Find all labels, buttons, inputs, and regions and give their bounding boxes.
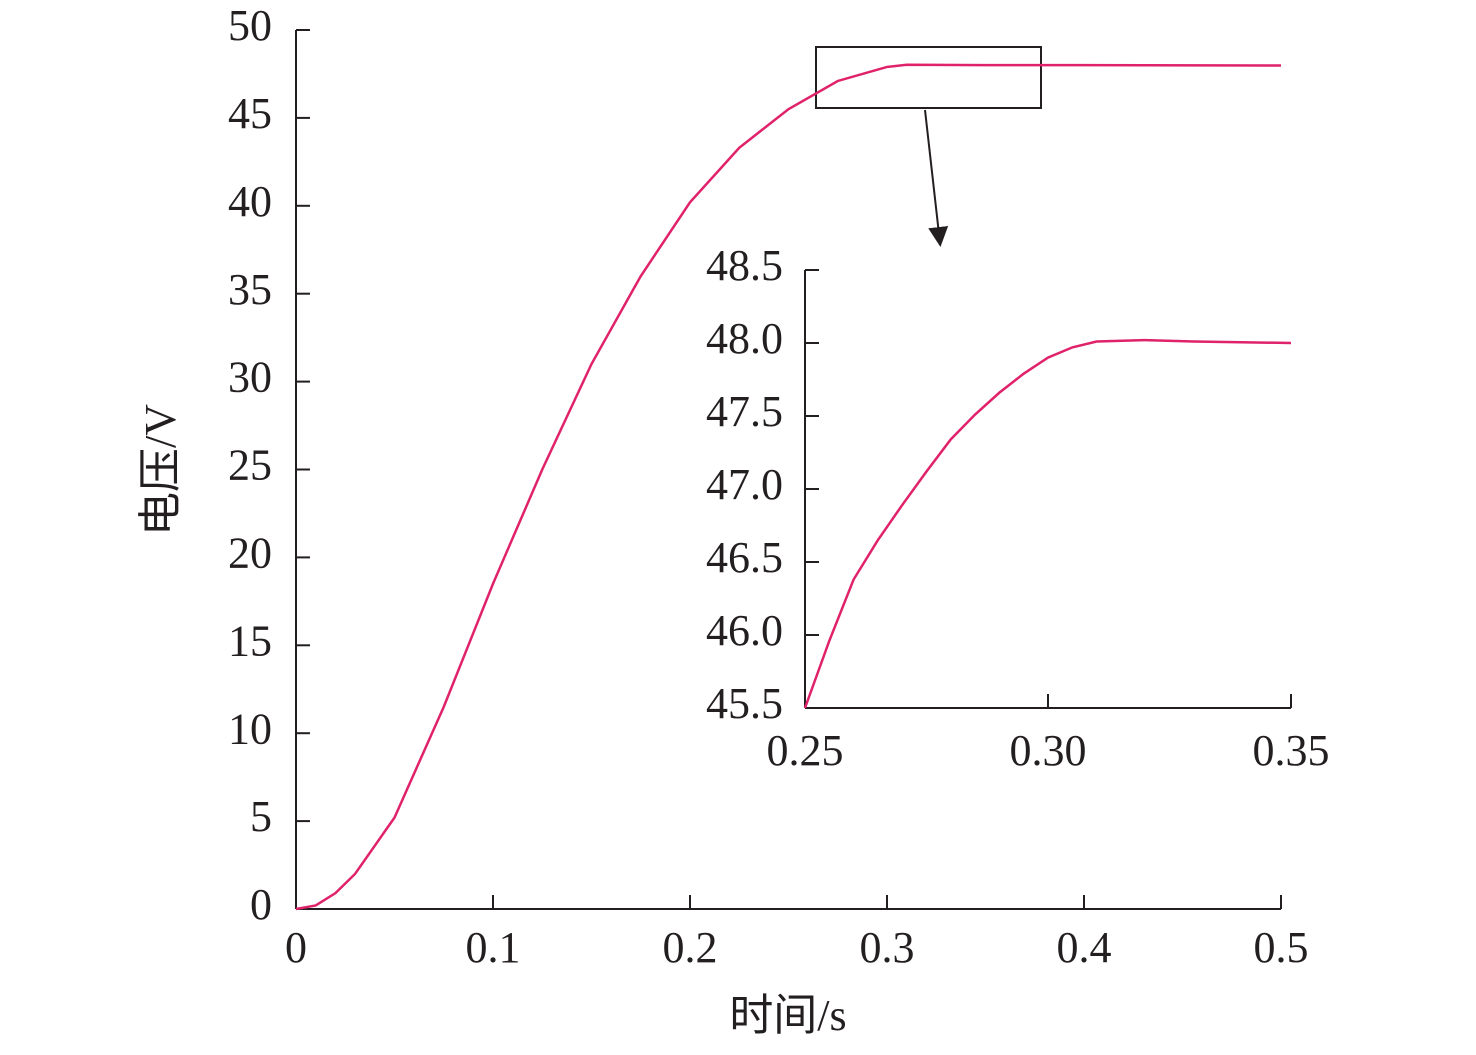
x-tick-label: 0.35 (1253, 726, 1330, 775)
y-tick-label: 30 (228, 353, 272, 402)
x-tick-label: 0.2 (663, 923, 718, 972)
y-tick-label: 48.5 (706, 241, 783, 290)
y-tick-label: 50 (228, 1, 272, 50)
y-tick-label: 25 (228, 441, 272, 490)
y-tick-label: 47.0 (706, 460, 783, 509)
zoom-box (815, 46, 1042, 109)
y-tick-label: 45.5 (706, 679, 783, 728)
x-tick-label: 0 (285, 923, 307, 972)
y-tick-label: 48.0 (706, 314, 783, 363)
x-tick-label: 0.4 (1057, 923, 1112, 972)
x-tick-label: 0.3 (860, 923, 915, 972)
y-tick-label: 20 (228, 528, 272, 577)
y-tick-label: 46.0 (706, 606, 783, 655)
x-tick-label: 0.5 (1254, 923, 1309, 972)
x-axis-title: 时间/s (729, 991, 846, 1040)
y-tick-label: 46.5 (706, 533, 783, 582)
x-tick-label: 0.30 (1010, 726, 1087, 775)
zoom-arrow (924, 109, 949, 247)
line (803, 338, 1292, 709)
y-tick-label: 0 (250, 880, 272, 929)
line (295, 63, 1282, 911)
y-axis-title: 电压/V (136, 404, 185, 536)
y-tick-label: 15 (228, 616, 272, 665)
y-tick-label: 40 (228, 177, 272, 226)
y-tick-label: 10 (228, 704, 272, 753)
y-tick-label: 35 (228, 265, 272, 314)
y-tick-label: 45 (228, 89, 272, 138)
x-tick-label: 0.1 (466, 923, 521, 972)
x-tick-label: 0.25 (767, 726, 844, 775)
y-tick-label: 47.5 (706, 387, 783, 436)
y-tick-label: 5 (250, 792, 272, 841)
